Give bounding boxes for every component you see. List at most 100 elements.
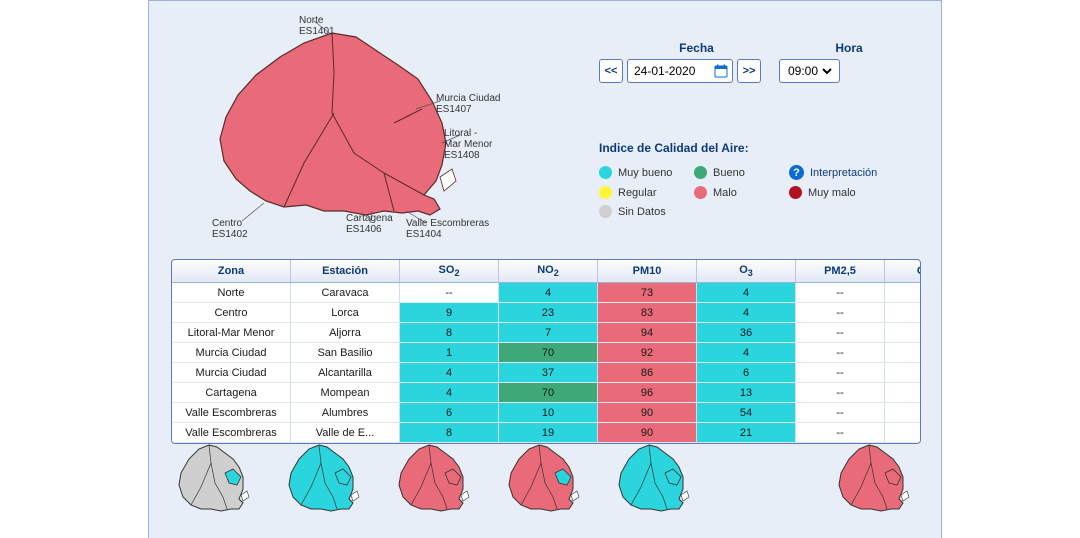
interpretation-link[interactable]: ?Interpretación — [789, 165, 909, 180]
data-table: ZonaEstaciónSO2NO2PM10O3PM2,5Global Nort… — [171, 259, 921, 444]
legend-title: Indice de Calidad del Aire: — [599, 141, 929, 155]
col-header[interactable]: Global — [885, 260, 922, 283]
hora-label: Hora — [794, 41, 904, 55]
cell: -- — [796, 383, 885, 403]
col-header[interactable]: PM10 — [598, 260, 697, 283]
col-header[interactable]: Zona — [172, 260, 291, 283]
mini-maps-row — [171, 433, 919, 525]
col-header[interactable]: PM2,5 — [796, 260, 885, 283]
cell: 4 — [400, 383, 499, 403]
cell: Norte — [172, 283, 291, 303]
cell: -- — [400, 283, 499, 303]
mini-map — [281, 433, 369, 525]
legend: Indice de Calidad del Aire: Muy bueno Bue… — [599, 141, 929, 224]
legend-item: Muy malo — [789, 186, 884, 199]
cell: 23 — [499, 303, 598, 323]
fecha-label: Fecha — [599, 41, 794, 55]
cell: Malo — [885, 343, 922, 363]
cell: Mompean — [291, 383, 400, 403]
cell: 4 — [400, 363, 499, 383]
table-row: Murcia CiudadSan Basilio170924--Malo — [172, 343, 921, 363]
air-quality-panel: NorteES1401Murcia CiudadES1407Litoral -M… — [148, 0, 942, 538]
next-day-button[interactable]: >> — [737, 59, 761, 83]
cell: 36 — [697, 323, 796, 343]
cell: Cartagena — [172, 383, 291, 403]
cell: 4 — [697, 303, 796, 323]
legend-item: Muy bueno — [599, 165, 694, 180]
mini-map — [171, 433, 259, 525]
cell: 6 — [400, 403, 499, 423]
cell: 94 — [598, 323, 697, 343]
cell: -- — [796, 323, 885, 343]
cell: Malo — [885, 303, 922, 323]
cell: Malo — [885, 403, 922, 423]
date-hour-controls: Fecha Hora << >> 09:00 — [599, 41, 909, 83]
cell: 92 — [598, 343, 697, 363]
cell: 54 — [697, 403, 796, 423]
cell: Litoral-Mar Menor — [172, 323, 291, 343]
col-header[interactable]: Estación — [291, 260, 400, 283]
cell: Malo — [885, 363, 922, 383]
cell: Murcia Ciudad — [172, 363, 291, 383]
col-header[interactable]: NO2 — [499, 260, 598, 283]
legend-swatch — [694, 166, 707, 179]
mini-map — [831, 433, 919, 525]
mini-map — [391, 433, 479, 525]
cell: -- — [796, 363, 885, 383]
map-label: CentroES1402 — [212, 218, 248, 240]
cell: 7 — [499, 323, 598, 343]
legend-label: Muy bueno — [618, 167, 672, 179]
legend-item: Bueno — [694, 165, 789, 180]
cell: Alumbres — [291, 403, 400, 423]
legend-swatch — [599, 186, 612, 199]
cell: Valle Escombreras — [172, 403, 291, 423]
table-row: CartagenaMompean4709613--Malo — [172, 383, 921, 403]
cell: 4 — [697, 283, 796, 303]
col-header[interactable]: SO2 — [400, 260, 499, 283]
cell: Alcantarilla — [291, 363, 400, 383]
cell: 86 — [598, 363, 697, 383]
map-label: Murcia CiudadES1407 — [436, 93, 500, 115]
table-row: Litoral-Mar MenorAljorra879436--Malo — [172, 323, 921, 343]
murcia-main-map: NorteES1401Murcia CiudadES1407Litoral -M… — [184, 13, 520, 245]
cell: -- — [796, 303, 885, 323]
legend-swatch — [694, 186, 707, 199]
cell: Malo — [885, 283, 922, 303]
cell: -- — [796, 283, 885, 303]
map-label: Litoral -Mar MenorES1408 — [444, 128, 492, 161]
date-input-box[interactable] — [627, 59, 733, 83]
legend-label: Muy malo — [808, 187, 856, 199]
cell: 8 — [400, 323, 499, 343]
prev-day-button[interactable]: << — [599, 59, 623, 83]
col-header[interactable]: O3 — [697, 260, 796, 283]
cell: 6 — [697, 363, 796, 383]
cell: 4 — [499, 283, 598, 303]
map-label: CartagenaES1406 — [346, 213, 393, 235]
cell: Aljorra — [291, 323, 400, 343]
mini-map — [501, 433, 589, 525]
hour-select-box[interactable]: 09:00 — [779, 59, 840, 83]
cell: Malo — [885, 383, 922, 403]
cell: 73 — [598, 283, 697, 303]
calendar-icon[interactable] — [714, 64, 728, 78]
cell: Caravaca — [291, 283, 400, 303]
legend-label: Malo — [713, 187, 737, 199]
cell: San Basilio — [291, 343, 400, 363]
legend-item: Sin Datos — [599, 205, 694, 218]
hour-select[interactable]: 09:00 — [784, 63, 835, 79]
cell: 70 — [499, 343, 598, 363]
cell: 4 — [697, 343, 796, 363]
legend-label: Sin Datos — [618, 206, 666, 218]
table-row: NorteCaravaca--4734--Malo — [172, 283, 921, 303]
legend-item: Malo — [694, 186, 789, 199]
date-input[interactable] — [632, 63, 712, 79]
cell: 96 — [598, 383, 697, 403]
cell: 37 — [499, 363, 598, 383]
cell: -- — [796, 403, 885, 423]
table-row: CentroLorca923834--Malo — [172, 303, 921, 323]
cell: 13 — [697, 383, 796, 403]
cell: 90 — [598, 403, 697, 423]
info-icon: ? — [789, 165, 804, 180]
cell: Centro — [172, 303, 291, 323]
cell: -- — [796, 343, 885, 363]
